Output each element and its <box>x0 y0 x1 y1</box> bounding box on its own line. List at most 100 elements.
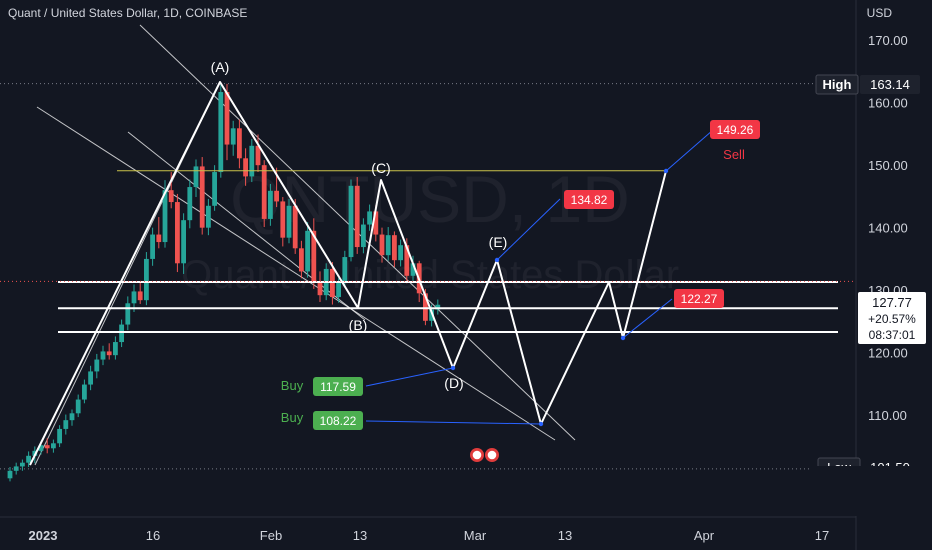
candle-body <box>280 201 286 238</box>
high-badge: High 163.14 <box>815 74 920 95</box>
price-tag-value: 122.27 <box>681 292 718 306</box>
candle-body <box>336 282 341 298</box>
candle <box>348 179 354 262</box>
candle-body <box>342 257 348 283</box>
candle-body <box>175 202 180 264</box>
high-badge-value-box <box>860 75 920 94</box>
candle-body <box>261 165 267 219</box>
candle-body <box>429 309 434 321</box>
candle-body <box>255 145 261 166</box>
candle <box>137 282 143 304</box>
candle <box>75 394 81 418</box>
sell-target-tag[interactable]: 149.26 Sell <box>710 120 760 162</box>
last-price-value: 127.77 <box>872 295 912 310</box>
time-tick-label: Apr <box>694 528 715 543</box>
candle-body <box>106 351 112 356</box>
candle <box>125 296 131 331</box>
candle <box>379 227 385 263</box>
price-tick-label: 110.00 <box>868 408 907 423</box>
candle <box>224 83 230 161</box>
candle-body <box>274 190 279 202</box>
candle <box>94 353 100 379</box>
sell-target-tag[interactable]: 134.82 <box>564 190 614 209</box>
candle-body <box>119 324 124 343</box>
time-axis[interactable]: 2023 16 Feb 13 Mar 13 Apr 17 <box>29 528 830 543</box>
candle-body <box>63 420 69 429</box>
time-tick-label: 2023 <box>29 528 58 543</box>
target-anchor-dot <box>620 335 626 341</box>
time-tick-label: Mar <box>464 528 487 543</box>
candle <box>144 252 149 306</box>
last-price-box <box>858 292 926 344</box>
time-tick-label: 13 <box>558 528 572 543</box>
candle-body <box>243 158 248 177</box>
candle <box>181 213 186 274</box>
target-connector-line <box>365 420 542 425</box>
candle-body <box>249 145 255 177</box>
price-tag-box[interactable] <box>313 411 363 430</box>
candle-body <box>137 291 143 301</box>
channel-line[interactable] <box>36 106 556 441</box>
wave-label: (D) <box>444 375 463 391</box>
candle-body <box>94 359 100 372</box>
candle <box>69 409 75 426</box>
last-price-change: +20.57% <box>868 312 916 326</box>
target-connector-line <box>496 198 561 261</box>
wave-label: (A) <box>211 59 230 75</box>
candle <box>20 459 25 471</box>
buy-target-tag[interactable]: 108.22 Buy <box>281 410 363 430</box>
candle <box>230 120 236 156</box>
candle-body <box>113 342 118 356</box>
candle <box>168 172 174 209</box>
candle-body <box>51 443 56 449</box>
low-badge-clip <box>810 466 932 516</box>
candle-body <box>150 234 155 259</box>
candle-body <box>218 92 224 173</box>
candle-body <box>100 351 106 360</box>
candle-body <box>299 248 304 272</box>
candle <box>150 227 155 266</box>
candle-body <box>423 293 428 321</box>
candle-body <box>230 128 236 145</box>
high-badge-label: High <box>823 77 852 92</box>
wave-label: (E) <box>489 234 508 250</box>
candle-body <box>206 205 211 228</box>
candle-body <box>286 205 292 238</box>
candle <box>218 83 224 178</box>
candle <box>82 379 87 404</box>
candle <box>187 179 193 229</box>
price-tag-box[interactable] <box>674 289 724 308</box>
candle-body <box>354 185 360 248</box>
price-tag-box[interactable] <box>564 190 614 209</box>
price-tag-box[interactable] <box>313 377 363 396</box>
high-badge-label-box <box>815 74 859 95</box>
candle <box>286 198 292 244</box>
target-anchor-dot <box>450 365 456 371</box>
time-tick-label: 17 <box>815 528 829 543</box>
sell-label: Sell <box>723 147 745 162</box>
candle-body <box>199 166 205 228</box>
price-tick-label: 160.00 <box>868 95 908 110</box>
candle-body <box>367 211 372 225</box>
buy-target-tag[interactable]: 117.59 Buy <box>281 377 363 396</box>
candle <box>354 177 360 254</box>
candle <box>268 183 273 226</box>
candle-body <box>38 445 44 451</box>
candle <box>317 271 323 303</box>
target-anchor-dot <box>663 168 669 174</box>
horizontal-levels <box>0 83 856 470</box>
candle-body <box>88 371 93 385</box>
wave-label: (B) <box>349 317 368 333</box>
elliott-wave-path[interactable] <box>29 81 667 466</box>
price-axis[interactable]: 170.00160.00150.00140.00130.00120.00110.… <box>868 33 908 423</box>
candle-body <box>410 263 416 276</box>
price-tag-box[interactable] <box>710 120 760 139</box>
candle <box>57 425 62 448</box>
event-flag-icons[interactable] <box>470 448 499 462</box>
candle-body <box>181 220 186 264</box>
sell-target-tag[interactable]: 122.27 <box>674 289 724 308</box>
wave-labels: (A) (B) (C) (D) (E) <box>211 59 508 391</box>
candle-body <box>268 190 273 219</box>
candle-body <box>392 235 397 261</box>
